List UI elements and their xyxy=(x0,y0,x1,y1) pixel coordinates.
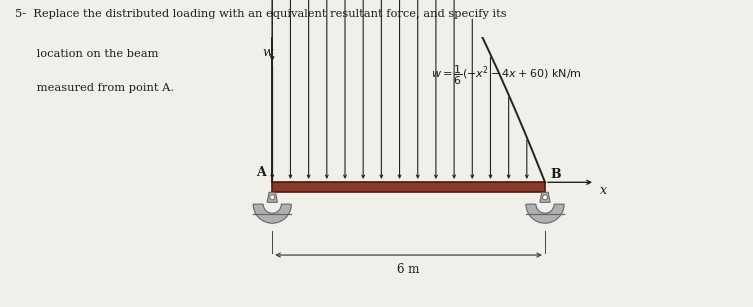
Wedge shape xyxy=(253,204,291,223)
Text: location on the beam: location on the beam xyxy=(15,49,159,59)
Text: x: x xyxy=(599,184,607,197)
Polygon shape xyxy=(267,192,277,202)
Text: 5-  Replace the distributed loading with an equivalent resultant force, and spec: 5- Replace the distributed loading with … xyxy=(15,9,507,19)
Text: $w = \dfrac{1}{6}(-x^2 - 4x + 60)\ \mathrm{kN/m}$: $w = \dfrac{1}{6}(-x^2 - 4x + 60)\ \math… xyxy=(431,64,582,87)
Text: w: w xyxy=(262,46,273,59)
Polygon shape xyxy=(540,192,550,202)
Text: measured from point A.: measured from point A. xyxy=(15,83,174,93)
Circle shape xyxy=(270,195,275,200)
Polygon shape xyxy=(273,182,545,192)
Wedge shape xyxy=(526,204,564,223)
Circle shape xyxy=(542,195,547,200)
Text: A: A xyxy=(256,166,266,179)
Text: 6 m: 6 m xyxy=(398,263,420,276)
Text: B: B xyxy=(550,168,561,181)
